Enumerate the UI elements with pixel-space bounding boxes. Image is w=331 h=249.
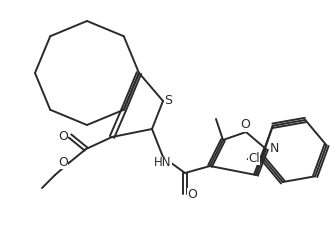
Text: HN: HN [154,157,172,170]
Text: N: N [269,141,279,154]
Text: O: O [58,155,68,169]
Text: Cl: Cl [248,152,260,165]
Text: O: O [187,187,197,200]
Text: O: O [240,119,250,131]
Text: O: O [58,129,68,142]
Text: S: S [164,94,172,107]
